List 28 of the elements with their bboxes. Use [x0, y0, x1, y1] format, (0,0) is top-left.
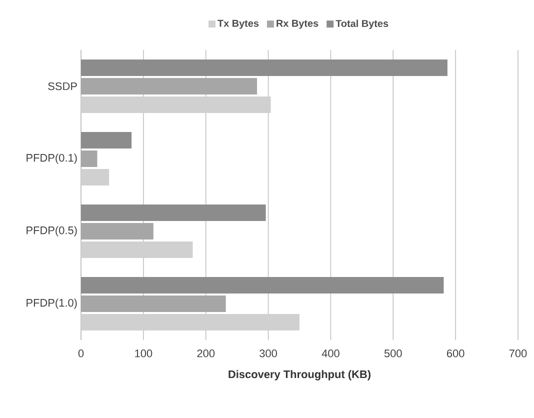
- bar: [81, 296, 226, 312]
- x-tick-label: 500: [384, 350, 402, 358]
- x-tick-label: 600: [446, 350, 464, 358]
- y-tick-label: PFDP(1.0): [26, 298, 77, 309]
- x-tick-label: 100: [135, 350, 152, 358]
- bar: [81, 96, 271, 113]
- y-tick-label: PFDP(0.1): [26, 154, 77, 164]
- x-tick-label: 300: [260, 350, 277, 358]
- bar: [81, 223, 154, 240]
- bar: [81, 204, 266, 222]
- y-tick-label: SSDP: [48, 82, 77, 90]
- x-tick-label: 200: [197, 350, 215, 358]
- bar: [81, 314, 300, 330]
- y-tick-label: PFDP(0.5): [26, 226, 77, 236]
- x-tick-label: 0: [78, 350, 84, 358]
- bar: [81, 132, 132, 149]
- x-tick-label: 700: [509, 350, 527, 358]
- x-axis-title: Discovery Throughput (KB): [228, 370, 370, 380]
- legend-label: Total Bytes: [336, 20, 388, 29]
- x-tick-label: 400: [322, 350, 340, 358]
- bar: [81, 277, 444, 294]
- bar: [81, 150, 98, 167]
- bar: [81, 60, 448, 76]
- legend-label: Tx Bytes: [218, 20, 259, 29]
- bar: [81, 78, 258, 94]
- bar: [81, 241, 193, 258]
- bar: [81, 168, 110, 186]
- legend-label: Rx Bytes: [276, 20, 318, 29]
